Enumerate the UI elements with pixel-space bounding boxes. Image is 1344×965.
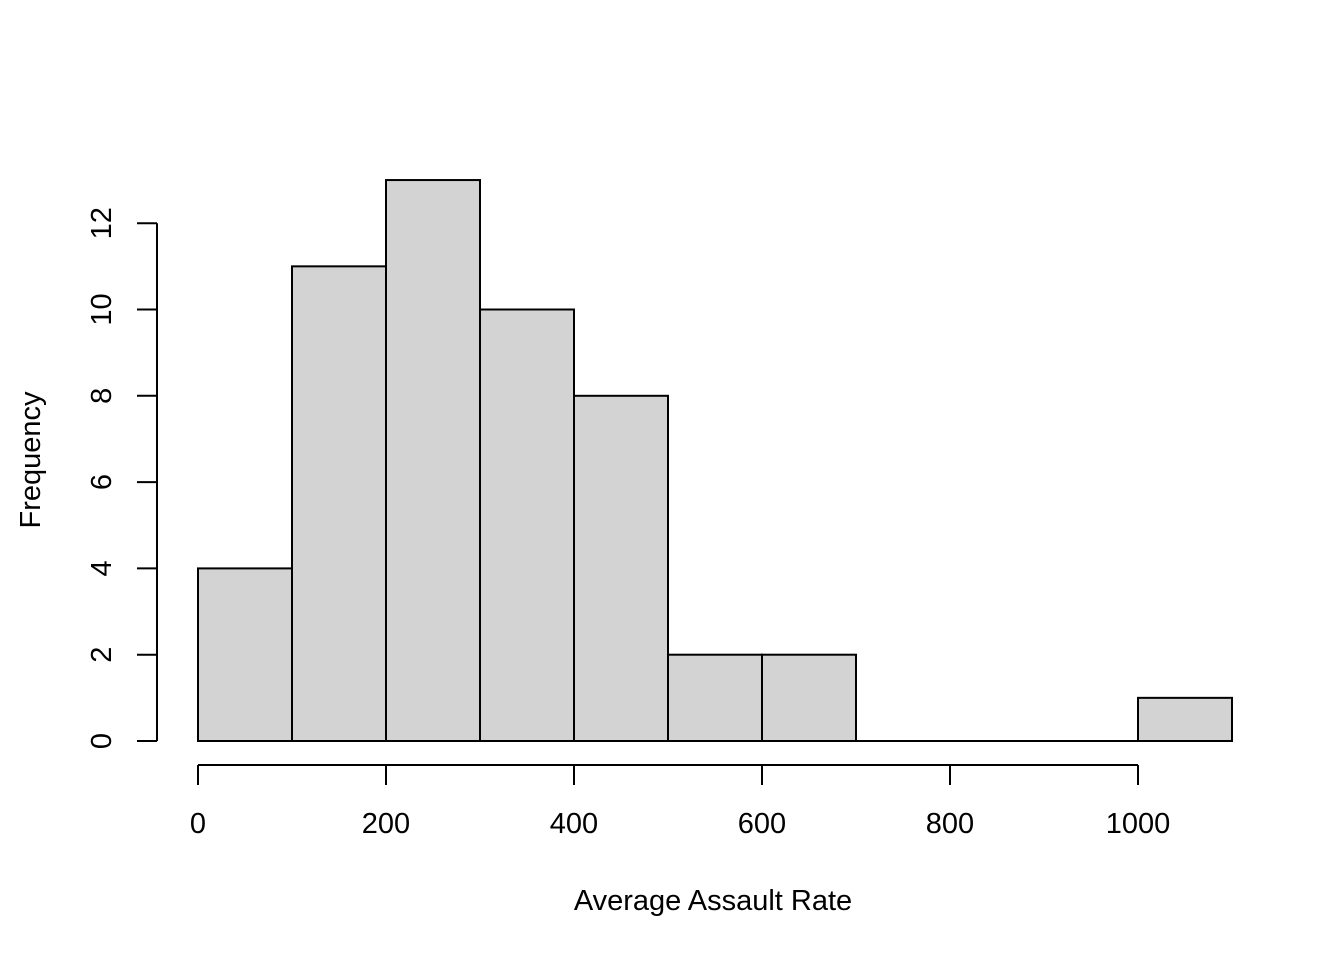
histogram-bar <box>761 653 857 743</box>
histogram-bar <box>573 394 669 742</box>
x-tick-label: 800 <box>926 808 974 840</box>
y-tick-label: 6 <box>86 474 118 490</box>
x-tick-label: 600 <box>738 808 786 840</box>
y-tick-label: 10 <box>86 293 118 325</box>
y-axis-title: Frequency <box>15 391 47 529</box>
x-tick-label: 200 <box>362 808 410 840</box>
y-tick-label: 12 <box>86 207 118 239</box>
y-tick-label: 2 <box>86 647 118 663</box>
x-tick-label: 400 <box>550 808 598 840</box>
y-axis: 0 2 4 6 8 10 12 <box>86 207 158 749</box>
histogram-bar <box>1137 696 1233 742</box>
histogram-bar <box>291 265 387 742</box>
x-axis-title: Average Assault Rate <box>574 885 852 917</box>
histogram-bar <box>197 567 293 743</box>
x-tick-label: 1000 <box>1106 808 1171 840</box>
y-tick-label: 4 <box>86 560 118 576</box>
y-tick-label: 0 <box>86 733 118 749</box>
x-axis: 0 200 400 600 800 1000 <box>190 764 1171 840</box>
bars-group <box>197 179 1233 743</box>
histogram-bar <box>667 653 763 743</box>
histogram-bar <box>385 179 481 743</box>
histogram-bar <box>479 308 575 742</box>
y-tick-label: 8 <box>86 388 118 404</box>
x-tick-label: 0 <box>190 808 206 840</box>
